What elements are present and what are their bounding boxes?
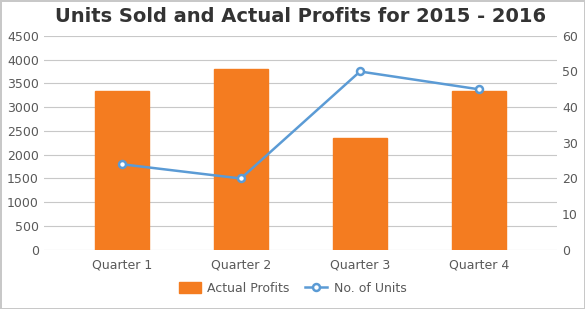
Bar [95, 91, 149, 250]
Legend: Actual Profits, No. of Units: Actual Profits, No. of Units [174, 277, 411, 300]
Bar [214, 69, 268, 250]
Bar [333, 138, 387, 250]
Title: Units Sold and Actual Profits for 2015 - 2016: Units Sold and Actual Profits for 2015 -… [55, 7, 546, 26]
Bar [452, 91, 506, 250]
